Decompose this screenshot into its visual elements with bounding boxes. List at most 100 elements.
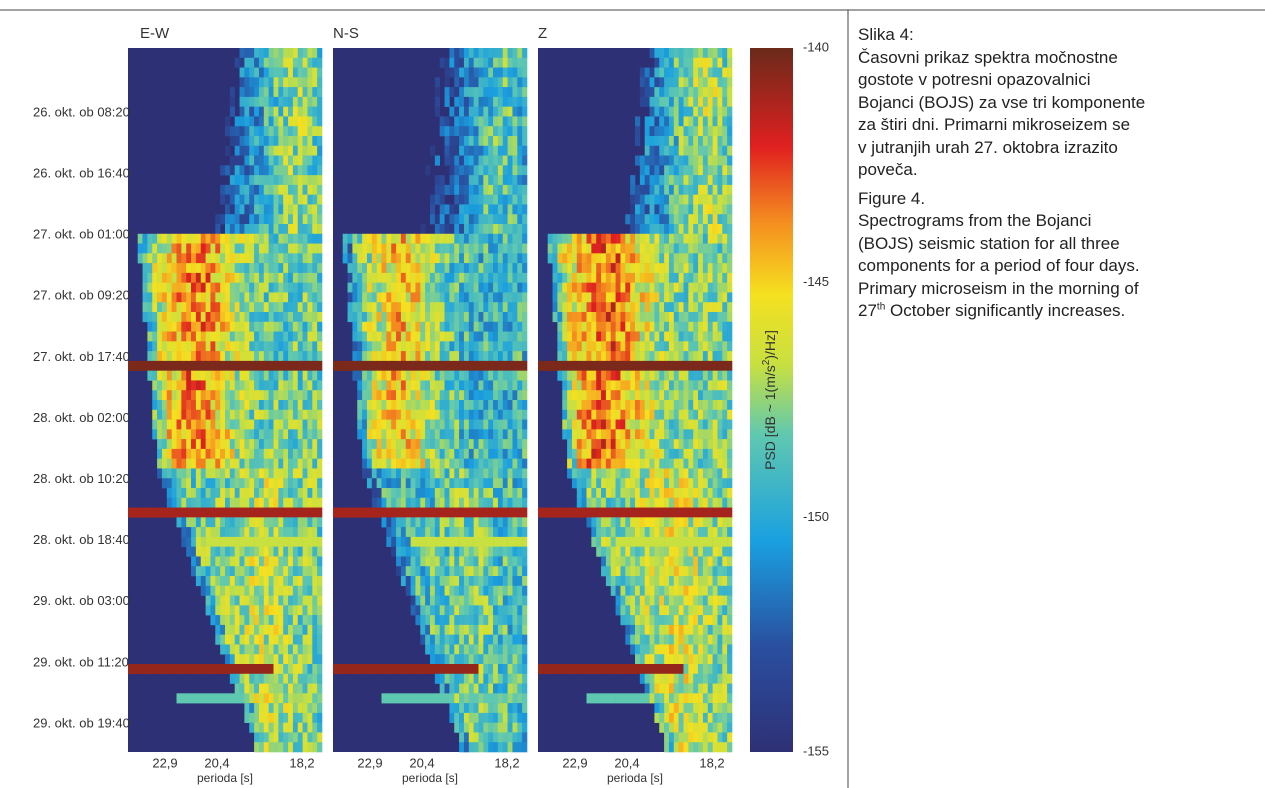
spectrogram-cell [152, 273, 157, 283]
spectrogram-cell [488, 459, 493, 469]
spectrogram-cell [288, 703, 293, 713]
spectrogram-cell [401, 576, 406, 586]
spectrogram-cell [269, 156, 274, 166]
spectrogram-cell [225, 116, 230, 126]
spectrogram-cell [587, 332, 592, 342]
spectrogram-cell [522, 97, 527, 107]
spectrogram-cell [459, 537, 464, 547]
spectrogram-cell [508, 488, 513, 498]
spectrogram-cell [406, 468, 411, 478]
spectrogram-cell [659, 322, 664, 332]
spectrogram-cell [235, 292, 240, 302]
spectrogram-cell [382, 410, 387, 420]
spectrogram-cell [157, 283, 162, 293]
spectrogram-cell [464, 312, 469, 322]
spectrogram-cell [722, 371, 727, 381]
spectrogram-cell [264, 703, 269, 713]
spectrogram-cell [215, 283, 220, 293]
spectrogram-cell [503, 185, 508, 195]
spectrogram-cell [445, 332, 450, 342]
spectrogram-cell [503, 351, 508, 361]
spectrogram-cell [591, 332, 596, 342]
spectrogram-cell [357, 332, 362, 342]
spectrogram-cell [264, 341, 269, 351]
spectrogram-cell [645, 165, 650, 175]
spectrogram-cell [264, 615, 269, 625]
spectrogram-cell [562, 371, 567, 381]
spectrogram-cell [377, 488, 382, 498]
spectrogram-cell [293, 146, 298, 156]
spectrogram-cell [620, 332, 625, 342]
spectrogram-cell [186, 537, 191, 547]
spectrogram-cell [352, 312, 357, 322]
spectrogram-cell [254, 116, 259, 126]
spectrogram-cell [312, 107, 317, 117]
spectrogram-cell [654, 48, 659, 58]
spectrogram-cell [411, 517, 416, 527]
spectrogram-cell [703, 341, 708, 351]
spectrogram-cell [493, 107, 498, 117]
spectrogram-cell [259, 214, 264, 224]
spectrogram-cell [298, 429, 303, 439]
spectrogram-cell [283, 165, 288, 175]
spectrogram-cell [722, 351, 727, 361]
spectrogram-cell [259, 332, 264, 342]
spectrogram-cell [230, 371, 235, 381]
spectrogram-cell [616, 332, 621, 342]
spectrogram-cell [230, 234, 235, 244]
spectrogram-cell [362, 439, 367, 449]
spectrogram-cell [244, 664, 249, 674]
spectrogram-cell [454, 292, 459, 302]
spectrogram-cell [274, 586, 279, 596]
spectrogram-cell [567, 380, 572, 390]
spectrogram-cell [630, 371, 635, 381]
spectrogram-cell [240, 654, 245, 664]
spectrogram-cell [269, 693, 274, 703]
spectrogram-cell [483, 244, 488, 254]
spectrogram-cell [401, 410, 406, 420]
spectrogram-cell [254, 400, 259, 410]
spectrogram-cell [483, 625, 488, 635]
spectrogram-cell [483, 537, 488, 547]
spectrogram-cell [312, 713, 317, 723]
spectrogram-cell [449, 224, 454, 234]
spectrogram-cell [464, 263, 469, 273]
spectrogram-cell [659, 165, 664, 175]
spectrogram-cell [459, 547, 464, 557]
spectrogram-cell [215, 508, 220, 518]
spectrogram-cell [459, 508, 464, 518]
spectrogram-cell [225, 273, 230, 283]
spectrogram-cell [274, 596, 279, 606]
spectrogram-cell [172, 459, 177, 469]
spectrogram-cell [259, 429, 264, 439]
spectrogram-cell [517, 410, 522, 420]
spectrogram-cell [488, 654, 493, 664]
spectrogram-cell [352, 351, 357, 361]
spectrogram-cell [391, 244, 396, 254]
spectrogram-cell [312, 371, 317, 381]
spectrogram-cell [454, 58, 459, 68]
spectrogram-cell [503, 703, 508, 713]
spectrogram-cell [498, 517, 503, 527]
spectrogram-cell [727, 58, 732, 68]
spectrogram-cell [196, 576, 201, 586]
spectrogram-cell [283, 693, 288, 703]
spectrogram-cell [587, 420, 592, 430]
spectrogram-cell [372, 420, 377, 430]
spectrogram-cell [503, 361, 508, 371]
spectrogram-cell [264, 527, 269, 537]
spectrogram-cell [303, 126, 308, 136]
spectrogram-cell [498, 742, 503, 752]
spectrogram-cell [503, 459, 508, 469]
spectrogram-cell [235, 204, 240, 214]
spectrogram-cell [449, 390, 454, 400]
spectrogram-cell [288, 742, 293, 752]
spectrogram-cell [669, 234, 674, 244]
spectrogram-cell [317, 390, 322, 400]
spectrogram-cell [377, 312, 382, 322]
spectrogram-cell [181, 234, 186, 244]
spectrogram-cell [278, 410, 283, 420]
spectrogram-cell [445, 605, 450, 615]
spectrogram-cell [488, 547, 493, 557]
spectrogram-cell [317, 224, 322, 234]
